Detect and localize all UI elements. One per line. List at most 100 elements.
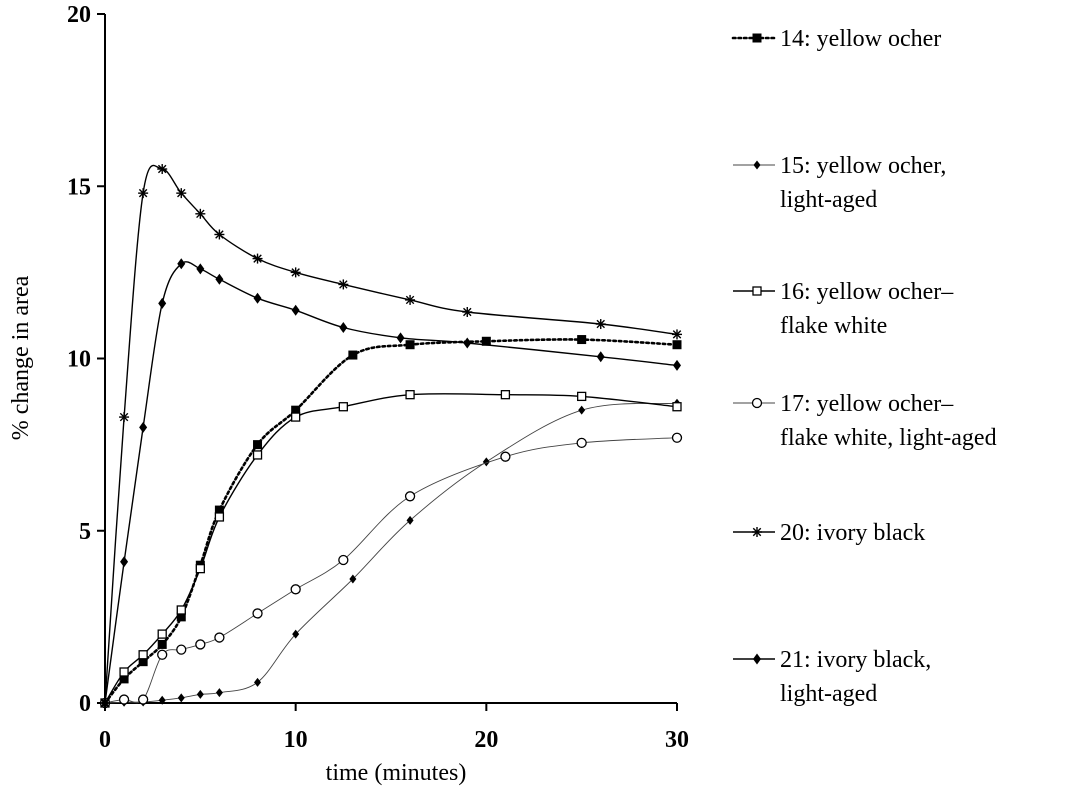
y-tick-label: 0 [79, 691, 91, 717]
data-point-asterisk [252, 253, 263, 264]
data-point-diamond [139, 421, 148, 433]
axis-ticks: 0 5 10 15 20 0 10 20 30 [67, 2, 689, 753]
series-3 [100, 390, 682, 708]
data-point-open-circle [404, 491, 416, 502]
data-point-diamond [177, 258, 186, 270]
data-point-open-circle [500, 451, 511, 462]
data-point-asterisk [195, 208, 206, 219]
data-point-open-circle [338, 554, 349, 566]
asterisk-stroke [177, 188, 186, 198]
data-point-diamond [753, 160, 761, 170]
data-point-open-square [405, 390, 415, 400]
data-point-asterisk [157, 164, 168, 175]
data-point-open-square [500, 390, 511, 400]
data-point-diamond [158, 695, 166, 705]
data-point-asterisk [752, 527, 762, 537]
data-point-open-square [138, 650, 148, 660]
asterisk-stroke [157, 164, 167, 174]
data-point-diamond [253, 292, 262, 304]
data-point-asterisk [290, 267, 301, 278]
data-point-filled-square [214, 505, 224, 515]
legend-item: 14: yellow ocher [731, 26, 941, 52]
legend-label: 20: ivory black [780, 520, 925, 546]
data-point-diamond [215, 273, 224, 285]
asterisk-stroke [672, 330, 682, 339]
asterisk-stroke [752, 527, 762, 537]
data-point-open-square [291, 412, 301, 422]
series-line [104, 261, 678, 704]
series-2 [101, 398, 681, 708]
series-line [104, 402, 678, 704]
data-point-open-square [672, 402, 682, 412]
asterisk-stroke [463, 307, 472, 317]
data-point-diamond [196, 689, 204, 699]
asterisk-stroke [138, 188, 148, 198]
data-point-filled-square [176, 612, 186, 622]
data-point-asterisk [462, 306, 473, 317]
data-point-open-square [157, 629, 167, 639]
legend-label: light-aged [780, 187, 877, 213]
series-4 [99, 432, 683, 709]
legend-label: 14: yellow ocher [780, 26, 941, 52]
data-point-open-circle [195, 639, 206, 650]
data-point-diamond [406, 515, 414, 525]
data-point-open-circle [176, 644, 187, 655]
data-point-asterisk [338, 279, 349, 290]
asterisk-stroke [196, 209, 205, 219]
data-point-diamond [673, 359, 681, 371]
x-tick-label: 10 [284, 727, 308, 753]
legend-label: 17: yellow ocher– [780, 391, 954, 417]
data-point-diamond [753, 653, 761, 665]
legend-item: 21: ivory black, light-aged [733, 647, 931, 707]
y-tick-label: 15 [67, 174, 91, 200]
y-tick-label: 5 [79, 519, 91, 545]
series-line [104, 164, 678, 704]
asterisk-stroke [596, 319, 605, 329]
y-tick-label: 10 [67, 347, 91, 373]
legend-label: 21: ivory black, [780, 647, 931, 673]
data-point-open-square [752, 286, 762, 296]
y-axis-title: % change in area [8, 275, 34, 440]
data-point-open-square [214, 512, 225, 522]
data-point-diamond [120, 556, 129, 568]
data-point-open-square [577, 391, 587, 402]
x-tick-label: 30 [665, 727, 689, 753]
legend-label: flake white, light-aged [780, 425, 997, 451]
data-point-diamond [596, 351, 605, 363]
data-point-filled-square [119, 674, 129, 684]
series-line [103, 338, 679, 705]
data-point-filled-square [752, 33, 762, 43]
data-point-open-circle [290, 584, 301, 595]
legend-item: 16: yellow ocher– flake white [733, 279, 954, 339]
data-point-open-square [176, 605, 186, 615]
data-point-diamond [349, 574, 357, 584]
data-point-filled-square [672, 340, 682, 350]
data-point-open-circle [157, 649, 168, 660]
data-point-open-circle [576, 437, 587, 449]
asterisk-stroke [339, 280, 348, 289]
data-series [99, 164, 683, 709]
data-point-diamond [482, 457, 490, 467]
y-tick-label: 20 [67, 2, 91, 28]
data-point-diamond [101, 697, 109, 709]
data-point-filled-square [138, 657, 148, 667]
legend-label: 16: yellow ocher– [780, 279, 954, 305]
series-line [104, 437, 678, 704]
asterisk-stroke [405, 295, 415, 305]
data-point-diamond [177, 693, 185, 703]
data-point-asterisk [138, 188, 149, 199]
series-6 [101, 258, 681, 709]
data-point-diamond [215, 688, 223, 698]
data-point-open-circle [751, 397, 763, 409]
data-point-open-square [119, 667, 129, 677]
data-point-open-square [195, 563, 205, 574]
legend-label: light-aged [780, 681, 877, 707]
data-point-diamond [291, 304, 300, 316]
data-point-filled-square [291, 405, 301, 415]
legend-item: 15: yellow ocher, light-aged [733, 153, 946, 213]
x-axis-title: time (minutes) [326, 760, 467, 786]
data-point-asterisk [176, 188, 187, 199]
data-point-diamond [578, 405, 586, 415]
data-point-asterisk [595, 319, 606, 330]
legend: 14: yellow ocher 15: yellow ocher, light-a… [731, 26, 997, 707]
